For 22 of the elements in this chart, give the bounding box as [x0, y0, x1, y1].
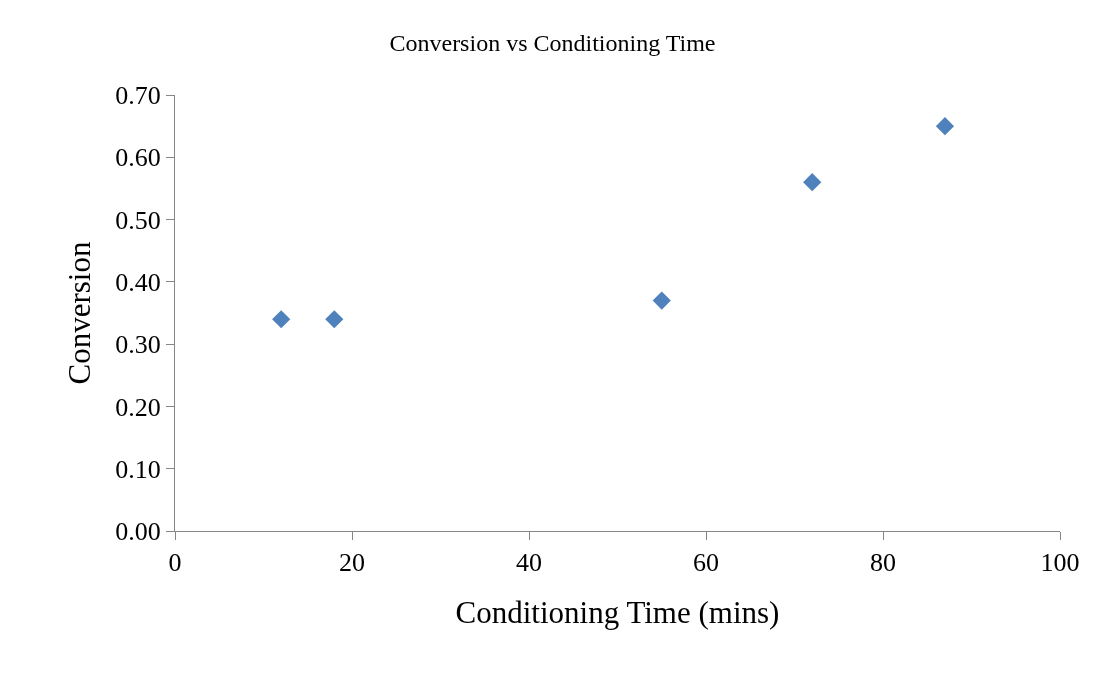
point [935, 117, 955, 136]
x-tick-label: 40 [516, 548, 542, 578]
x-tick-label: 20 [339, 548, 365, 578]
x-tick-label: 0 [168, 548, 182, 578]
y-tick-label: 0.30 [115, 330, 161, 360]
x-tick-label: 100 [1040, 548, 1080, 578]
y-tick-label: 0.20 [115, 392, 161, 422]
point [272, 310, 291, 329]
point [652, 291, 671, 310]
x-tick-label: 80 [870, 548, 896, 578]
point [803, 173, 822, 192]
x-tick-label: 60 [693, 548, 719, 578]
y-tick-label: 0.40 [115, 267, 161, 297]
y-tick-label: 0.10 [115, 454, 161, 484]
y-tick-label: 0.50 [115, 205, 161, 235]
y-axis-title: Conversion [61, 241, 97, 385]
y-tick-label: 0.60 [115, 143, 161, 173]
y-tick-label: 0.00 [115, 517, 161, 547]
chart-title: Conversion vs Conditioning Time [389, 29, 716, 56]
x-axis-title: Conditioning Time (mins) [455, 595, 780, 631]
point [325, 310, 344, 329]
y-tick-label: 0.70 [115, 81, 161, 111]
